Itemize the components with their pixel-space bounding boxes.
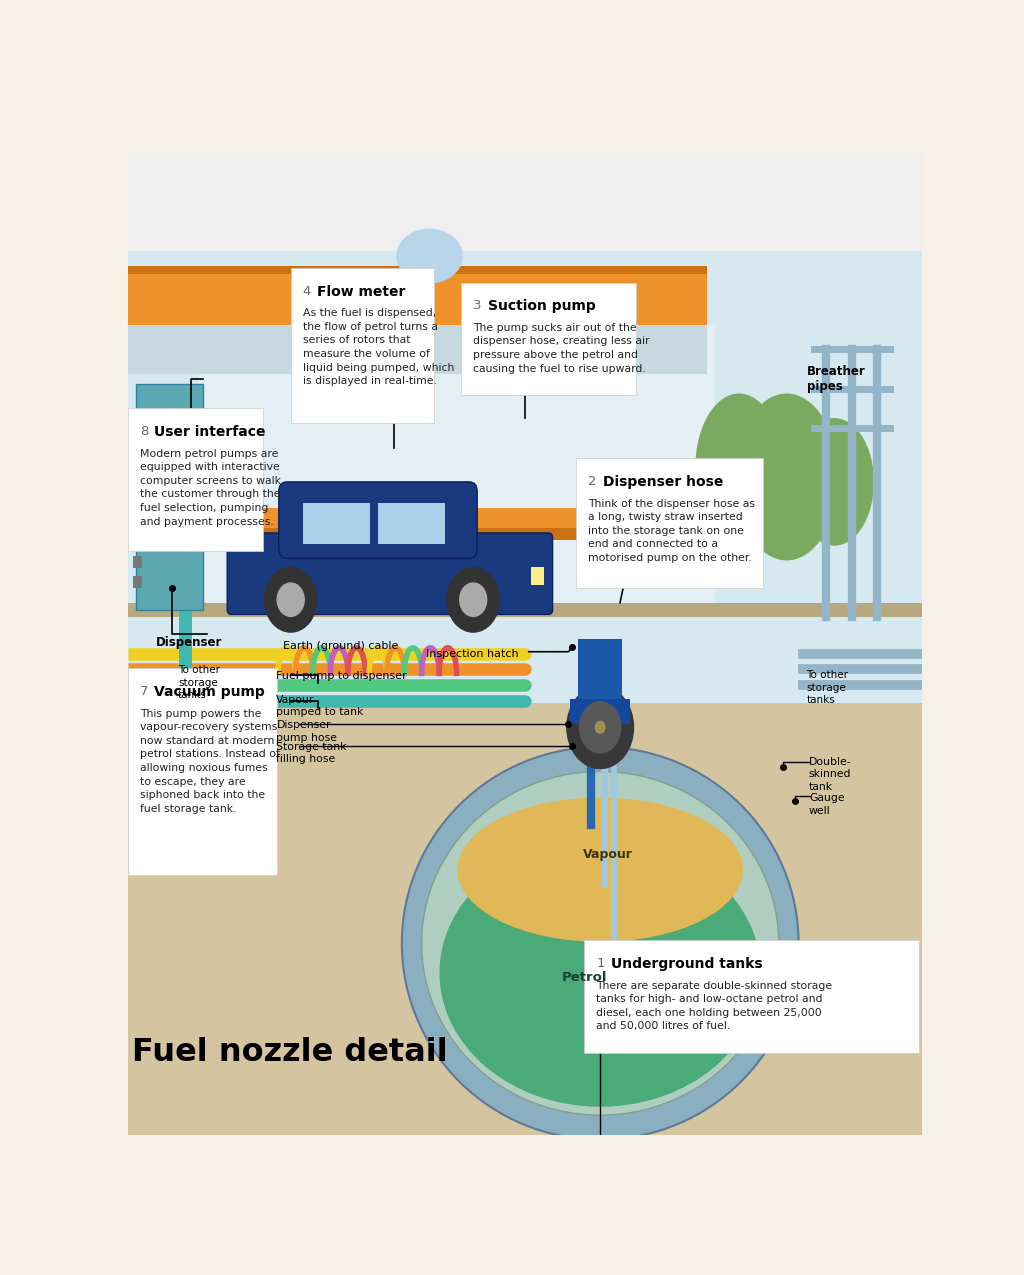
Text: 7: 7 [140, 685, 148, 699]
Text: Breather
pipes: Breather pipes [807, 365, 866, 393]
Circle shape [567, 686, 634, 769]
Text: This pump powers the
vapour-recovery systems
now standard at modern
petrol stati: This pump powers the vapour-recovery sys… [140, 709, 280, 813]
Text: Flow meter: Flow meter [316, 284, 406, 298]
Ellipse shape [735, 394, 839, 561]
Text: 1: 1 [596, 958, 605, 970]
FancyBboxPatch shape [128, 408, 263, 551]
FancyBboxPatch shape [128, 153, 922, 723]
Ellipse shape [795, 418, 874, 546]
Text: User interface: User interface [155, 425, 265, 439]
Text: Double-
skinned
tank: Double- skinned tank [809, 757, 852, 792]
Ellipse shape [422, 771, 778, 1116]
FancyBboxPatch shape [231, 543, 291, 590]
Circle shape [595, 722, 605, 733]
FancyBboxPatch shape [531, 567, 544, 585]
Text: There are separate double-skinned storage
tanks for high- and low-octane petrol : There are separate double-skinned storag… [596, 980, 833, 1031]
Text: Petrol: Petrol [561, 972, 607, 984]
FancyBboxPatch shape [200, 528, 715, 539]
Text: Modern petrol pumps are
equipped with interactive
computer screens to walk
the c: Modern petrol pumps are equipped with in… [140, 449, 281, 527]
Ellipse shape [458, 798, 743, 942]
Text: Suction pump: Suction pump [487, 300, 595, 314]
Text: Underground tanks: Underground tanks [610, 958, 762, 972]
Text: Vacuum pump: Vacuum pump [155, 685, 265, 699]
Text: 4: 4 [303, 284, 311, 297]
Text: Think of the dispenser hose as
a long, twisty straw inserted
into the storage ta: Think of the dispenser hose as a long, t… [588, 499, 756, 564]
FancyBboxPatch shape [128, 603, 922, 617]
FancyBboxPatch shape [133, 556, 142, 569]
Text: Vapour: Vapour [584, 848, 633, 862]
Ellipse shape [439, 839, 761, 1107]
Text: Dispenser
pump hose: Dispenser pump hose [276, 720, 337, 743]
Text: Vapour
pumped to tank: Vapour pumped to tank [276, 695, 364, 718]
Text: 8: 8 [140, 425, 148, 437]
Text: To other
storage
tanks: To other storage tanks [178, 666, 220, 700]
Text: As the fuel is dispensed,
the flow of petrol turns a
series of rotors that
measu: As the fuel is dispensed, the flow of pe… [303, 309, 454, 386]
Circle shape [278, 583, 304, 616]
Text: Dispenser hose: Dispenser hose [602, 476, 723, 490]
FancyBboxPatch shape [113, 325, 708, 374]
Ellipse shape [695, 394, 782, 541]
FancyBboxPatch shape [461, 283, 636, 395]
FancyBboxPatch shape [578, 639, 623, 703]
FancyBboxPatch shape [279, 482, 477, 558]
FancyBboxPatch shape [113, 274, 708, 325]
Text: To other
storage
tanks: To other storage tanks [807, 671, 849, 705]
FancyBboxPatch shape [291, 268, 433, 423]
Text: Gauge
well: Gauge well [809, 793, 845, 816]
FancyBboxPatch shape [136, 384, 204, 609]
FancyBboxPatch shape [570, 699, 631, 724]
Ellipse shape [401, 747, 799, 1140]
FancyBboxPatch shape [147, 421, 186, 479]
Circle shape [580, 701, 621, 752]
FancyBboxPatch shape [128, 668, 278, 875]
FancyBboxPatch shape [145, 418, 189, 482]
Ellipse shape [396, 228, 463, 283]
FancyBboxPatch shape [113, 266, 708, 274]
Text: Inspection hatch: Inspection hatch [426, 649, 518, 659]
Text: Fuel pump to dispenser: Fuel pump to dispenser [276, 672, 408, 681]
Circle shape [264, 567, 316, 632]
FancyBboxPatch shape [303, 502, 370, 543]
FancyBboxPatch shape [303, 543, 362, 590]
Text: The pump sucks air out of the
dispenser hose, creating less air
pressure above t: The pump sucks air out of the dispenser … [473, 323, 649, 374]
FancyBboxPatch shape [374, 543, 433, 590]
Text: Storage tank
filling hose: Storage tank filling hose [276, 742, 347, 765]
Text: Fuel nozzle detail: Fuel nozzle detail [132, 1037, 447, 1068]
FancyBboxPatch shape [128, 153, 922, 251]
FancyBboxPatch shape [378, 502, 445, 543]
Text: Dispenser: Dispenser [156, 636, 222, 649]
FancyBboxPatch shape [200, 325, 715, 609]
Circle shape [447, 567, 500, 632]
FancyBboxPatch shape [128, 703, 922, 1135]
FancyBboxPatch shape [133, 576, 142, 588]
Text: 3: 3 [473, 300, 481, 312]
FancyBboxPatch shape [200, 509, 715, 530]
FancyBboxPatch shape [577, 458, 763, 588]
Text: 2: 2 [588, 476, 597, 488]
FancyBboxPatch shape [585, 941, 920, 1053]
FancyBboxPatch shape [133, 537, 142, 548]
Text: Earth (ground) cable: Earth (ground) cable [283, 641, 398, 652]
Circle shape [460, 583, 486, 616]
FancyBboxPatch shape [227, 533, 553, 615]
